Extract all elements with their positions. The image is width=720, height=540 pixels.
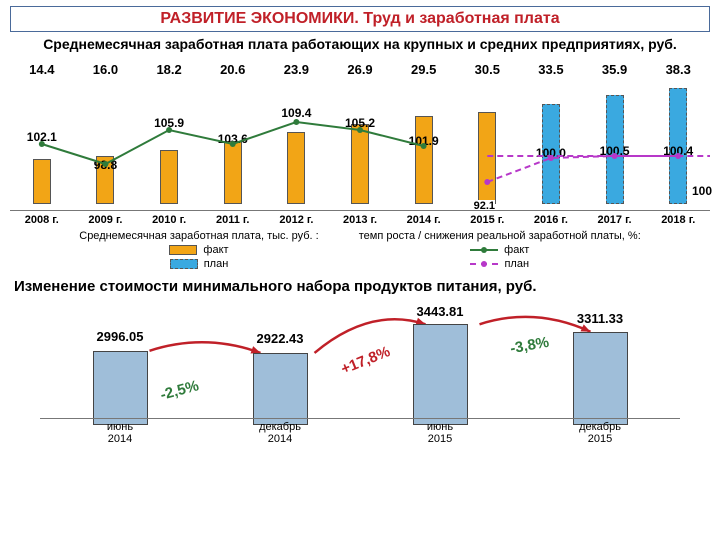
food-bar-group: 2922.43 xyxy=(200,319,360,425)
chart1-legend: Среднемесячная заработная плата, тыс. ру… xyxy=(10,230,710,270)
food-bar-value: 2922.43 xyxy=(257,331,304,346)
food-bar xyxy=(413,324,468,425)
bar-group: 29.5101.9 xyxy=(392,86,456,204)
bar-group: 26.9105.2 xyxy=(328,86,392,204)
legend-plan-label: план xyxy=(204,258,229,270)
food-bar-value: 2996.05 xyxy=(97,329,144,344)
bar-value-label: 20.6 xyxy=(201,62,265,77)
bar-value-label: 33.5 xyxy=(519,62,583,77)
legend-line-fact xyxy=(470,249,498,251)
bar-group: 23.9109.4 xyxy=(265,86,329,204)
bar xyxy=(224,141,242,204)
bar xyxy=(415,116,433,205)
food-bar xyxy=(253,353,308,425)
bar-group: 33.5100.0 xyxy=(519,86,583,204)
x-tick: 2013 г. xyxy=(328,211,392,226)
x-tick: 2017 г. xyxy=(583,211,647,226)
bar xyxy=(33,159,51,204)
rate-label: 105.9 xyxy=(137,116,201,130)
x-tick: 2011 г. xyxy=(201,211,265,226)
rate-label: 100.5 xyxy=(583,144,647,158)
food-bar xyxy=(573,332,628,425)
food-bar-value: 3311.33 xyxy=(577,311,623,326)
x-tick: 2015 г. xyxy=(455,211,519,226)
legend-swatch-plan xyxy=(170,259,198,269)
bar-value-label: 16.0 xyxy=(74,62,138,77)
rate-label: 102.1 xyxy=(10,130,74,144)
legend-fact-label-2: факт xyxy=(504,244,529,256)
x-tick: 2009 г. xyxy=(74,211,138,226)
rate-100-marker: 100 xyxy=(692,184,712,198)
x-tick: июнь2015 xyxy=(360,419,520,445)
x-tick: декабрь2014 xyxy=(200,419,360,445)
rate-label: 109.4 xyxy=(265,106,329,120)
bar-chart-food: 2996.052922.433443.813311.33 июнь2014дек… xyxy=(40,297,680,445)
bar-group: 16.098.8 xyxy=(74,86,138,204)
rate-label: 103.6 xyxy=(201,132,265,146)
bar-value-label: 18.2 xyxy=(137,62,201,77)
bar-value-label: 23.9 xyxy=(265,62,329,77)
legend-line-plan xyxy=(470,263,498,265)
x-tick: июнь2014 xyxy=(40,419,200,445)
bar-value-label: 38.3 xyxy=(646,62,710,77)
bar-value-label: 14.4 xyxy=(10,62,74,77)
bar-group: 35.9100.5 xyxy=(583,86,647,204)
legend-plan-label-2: план xyxy=(504,258,529,270)
bar xyxy=(478,112,496,204)
food-bar-group: 2996.05 xyxy=(40,319,200,425)
food-bar-value: 3443.81 xyxy=(417,304,464,319)
food-bar xyxy=(93,351,148,425)
x-tick: 2010 г. xyxy=(137,211,201,226)
x-tick: 2018 г. xyxy=(646,211,710,226)
legend2-title: темп роста / снижения реальной заработно… xyxy=(359,230,641,242)
legend-swatch-fact xyxy=(169,245,197,255)
bar-group: 30.5 xyxy=(455,86,519,204)
rate-label: 101.9 xyxy=(392,134,456,148)
bar-chart-salary: 14.4102.116.098.818.2105.920.6103.623.91… xyxy=(10,56,710,226)
bar-group: 20.6103.6 xyxy=(201,86,265,204)
x-tick: декабрь2015 xyxy=(520,419,680,445)
bar-value-label: 26.9 xyxy=(328,62,392,77)
bar-value-label: 29.5 xyxy=(392,62,456,77)
bar-value-label: 35.9 xyxy=(583,62,647,77)
chart1-subtitle: Среднемесячная заработная плата работающ… xyxy=(10,36,710,52)
bar xyxy=(351,124,369,204)
title-text: РАЗВИТИЕ ЭКОНОМИКИ. Труд и заработная пл… xyxy=(160,10,559,27)
x-tick: 2016 г. xyxy=(519,211,583,226)
bar-group: 18.2105.9 xyxy=(137,86,201,204)
x-tick: 2012 г. xyxy=(265,211,329,226)
legend-fact-label: факт xyxy=(203,244,228,256)
rate-label: 98.8 xyxy=(74,158,138,172)
chart2-subtitle: Изменение стоимости минимального набора … xyxy=(10,278,710,295)
rate-label: 105.2 xyxy=(328,116,392,130)
x-tick: 2014 г. xyxy=(392,211,456,226)
rate-label: 100.0 xyxy=(519,146,583,160)
bar-group: 14.4102.1 xyxy=(10,86,74,204)
bar-value-label: 30.5 xyxy=(455,62,519,77)
rate-label: 100.4 xyxy=(646,144,710,158)
x-tick: 2008 г. xyxy=(10,211,74,226)
page-title: РАЗВИТИЕ ЭКОНОМИКИ. Труд и заработная пл… xyxy=(10,6,710,32)
bar xyxy=(160,150,178,204)
legend1-title: Среднемесячная заработная плата, тыс. ру… xyxy=(79,230,318,242)
bar xyxy=(287,132,305,204)
food-bar-group: 3443.81 xyxy=(360,319,520,425)
